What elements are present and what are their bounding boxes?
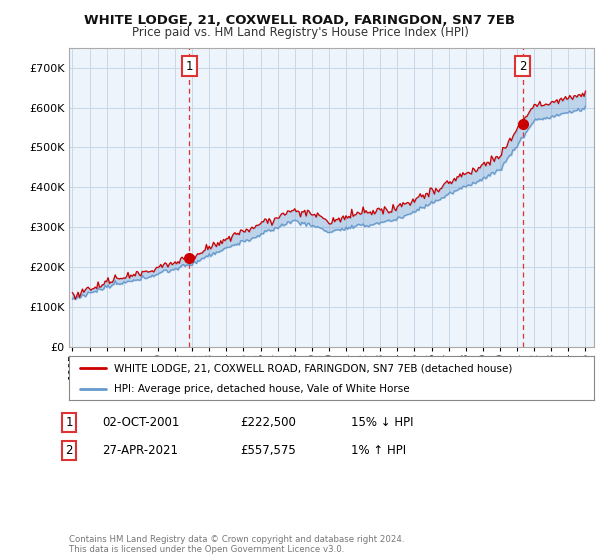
Text: 02-OCT-2001: 02-OCT-2001	[102, 416, 179, 430]
Text: 1% ↑ HPI: 1% ↑ HPI	[351, 444, 406, 458]
Text: £557,575: £557,575	[240, 444, 296, 458]
Text: WHITE LODGE, 21, COXWELL ROAD, FARINGDON, SN7 7EB (detached house): WHITE LODGE, 21, COXWELL ROAD, FARINGDON…	[113, 363, 512, 373]
Text: 15% ↓ HPI: 15% ↓ HPI	[351, 416, 413, 430]
Text: £222,500: £222,500	[240, 416, 296, 430]
Text: 1: 1	[65, 416, 73, 430]
Text: WHITE LODGE, 21, COXWELL ROAD, FARINGDON, SN7 7EB: WHITE LODGE, 21, COXWELL ROAD, FARINGDON…	[85, 14, 515, 27]
Text: Price paid vs. HM Land Registry's House Price Index (HPI): Price paid vs. HM Land Registry's House …	[131, 26, 469, 39]
Text: Contains HM Land Registry data © Crown copyright and database right 2024.
This d: Contains HM Land Registry data © Crown c…	[69, 535, 404, 554]
Text: HPI: Average price, detached house, Vale of White Horse: HPI: Average price, detached house, Vale…	[113, 384, 409, 394]
Text: 1: 1	[185, 59, 193, 73]
Text: 2: 2	[65, 444, 73, 458]
Text: 27-APR-2021: 27-APR-2021	[102, 444, 178, 458]
Text: 2: 2	[519, 59, 526, 73]
